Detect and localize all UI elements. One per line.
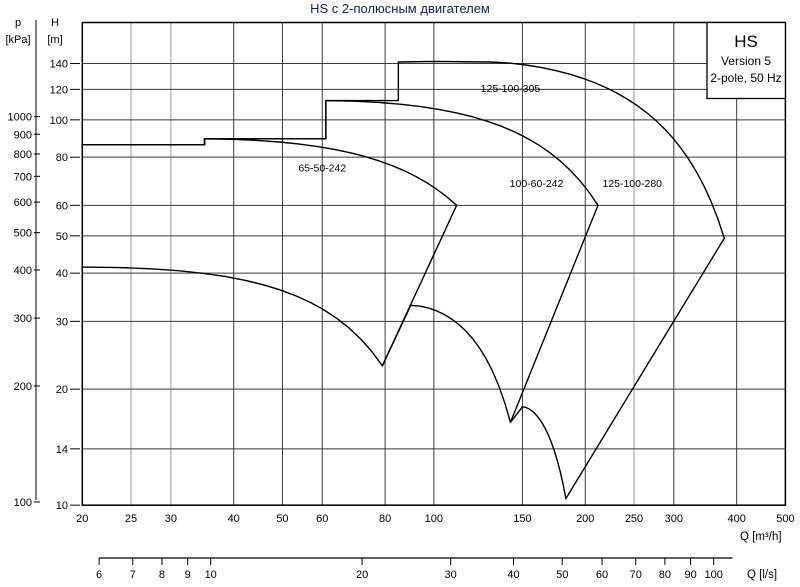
svg-text:6: 6 [96, 569, 102, 581]
svg-text:30: 30 [165, 513, 177, 525]
svg-text:25: 25 [125, 513, 137, 525]
svg-text:50: 50 [556, 569, 568, 581]
svg-text:H: H [51, 17, 59, 29]
svg-text:40: 40 [507, 569, 519, 581]
svg-text:[m]: [m] [47, 34, 62, 46]
svg-text:100: 100 [704, 569, 722, 581]
svg-text:Version 5: Version 5 [721, 54, 771, 68]
svg-text:90: 90 [685, 569, 697, 581]
svg-text:250: 250 [625, 513, 643, 525]
svg-text:70: 70 [630, 569, 642, 581]
svg-text:14: 14 [56, 444, 68, 456]
svg-text:60: 60 [56, 200, 68, 212]
svg-text:Q [m³/h]: Q [m³/h] [740, 531, 782, 543]
svg-text:120: 120 [50, 84, 68, 96]
svg-text:700: 700 [14, 171, 32, 183]
svg-text:600: 600 [14, 197, 32, 209]
svg-text:80: 80 [659, 569, 671, 581]
svg-text:400: 400 [727, 513, 745, 525]
svg-text:9: 9 [185, 569, 191, 581]
svg-text:800: 800 [14, 149, 32, 161]
svg-text:8: 8 [159, 569, 165, 581]
svg-text:30: 30 [56, 316, 68, 328]
svg-text:20: 20 [356, 569, 368, 581]
svg-text:150: 150 [513, 513, 531, 525]
svg-text:50: 50 [56, 231, 68, 243]
svg-text:60: 60 [596, 569, 608, 581]
svg-text:100: 100 [425, 513, 443, 525]
svg-text:100: 100 [14, 497, 32, 509]
svg-text:1000: 1000 [8, 112, 32, 124]
svg-text:65-50-242: 65-50-242 [298, 162, 346, 174]
svg-text:500: 500 [14, 228, 32, 240]
svg-text:400: 400 [14, 265, 32, 277]
svg-text:Q [l/s]: Q [l/s] [747, 569, 777, 581]
svg-text:40: 40 [56, 268, 68, 280]
svg-text:125-100-280: 125-100-280 [602, 178, 662, 190]
svg-text:20: 20 [76, 513, 88, 525]
svg-text:30: 30 [445, 569, 457, 581]
svg-text:10: 10 [205, 569, 217, 581]
svg-text:200: 200 [576, 513, 594, 525]
svg-text:2-pole, 50 Hz: 2-pole, 50 Hz [710, 71, 781, 85]
svg-text:200: 200 [14, 381, 32, 393]
svg-text:80: 80 [56, 152, 68, 164]
svg-text:500: 500 [776, 513, 794, 525]
svg-text:100-60-242: 100-60-242 [510, 178, 564, 190]
svg-text:125-100-305: 125-100-305 [481, 83, 541, 95]
svg-text:300: 300 [14, 313, 32, 325]
svg-text:80: 80 [379, 513, 391, 525]
svg-text:p: p [15, 17, 21, 29]
svg-text:20: 20 [56, 384, 68, 396]
svg-text:300: 300 [665, 513, 683, 525]
svg-text:HS с 2-полюсным двигателем: HS с 2-полюсным двигателем [310, 1, 490, 16]
svg-text:140: 140 [50, 59, 68, 71]
svg-text:[kPa]: [kPa] [5, 34, 30, 46]
svg-text:HS: HS [734, 32, 758, 51]
svg-text:10: 10 [56, 500, 68, 512]
svg-text:50: 50 [276, 513, 288, 525]
svg-text:40: 40 [228, 513, 240, 525]
svg-text:60: 60 [316, 513, 328, 525]
svg-text:900: 900 [14, 129, 32, 141]
svg-text:100: 100 [50, 115, 68, 127]
svg-text:7: 7 [130, 569, 136, 581]
